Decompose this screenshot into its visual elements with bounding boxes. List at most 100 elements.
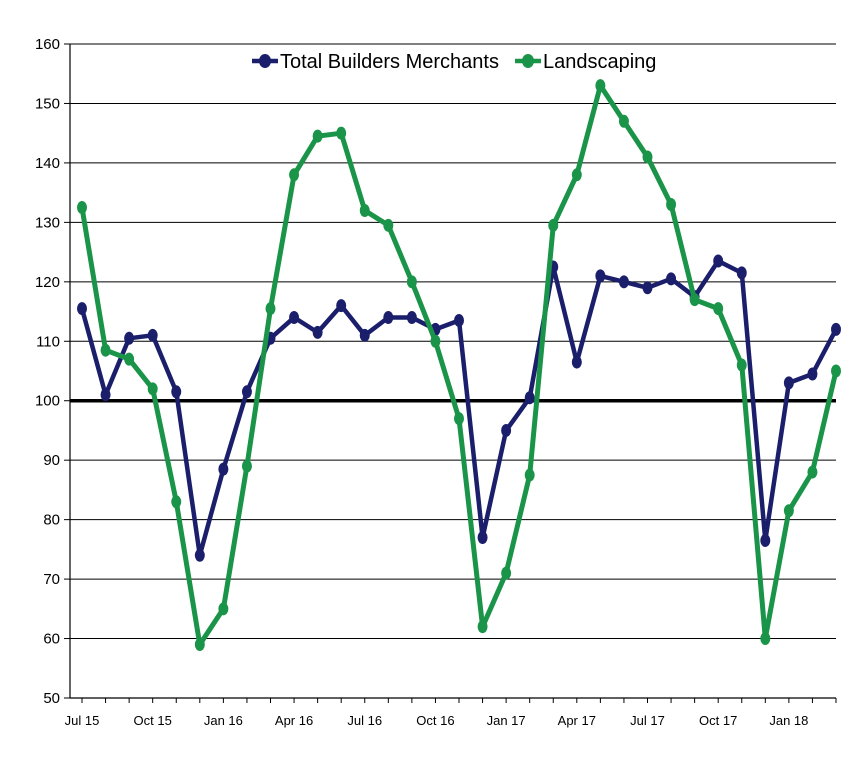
y-tick-label: 90 (43, 452, 60, 469)
x-tick-label: Apr 16 (275, 713, 313, 728)
data-point (642, 281, 653, 295)
legend-swatch-marker (259, 54, 271, 68)
data-point (477, 530, 488, 544)
data-point (666, 198, 677, 212)
data-point (831, 364, 841, 378)
data-point (289, 168, 300, 182)
data-point (642, 150, 653, 164)
x-tick-label: Oct 17 (699, 713, 737, 728)
data-point (359, 203, 370, 217)
x-tick-label: Jul 17 (630, 713, 665, 728)
x-tick-label: Jan 17 (487, 713, 526, 728)
data-point (689, 293, 700, 307)
legend-label: Total Builders Merchants (280, 51, 499, 73)
gridlines (70, 43, 836, 699)
data-point (218, 602, 229, 616)
data-point (571, 168, 582, 182)
y-tick-label: 80 (43, 512, 60, 529)
x-tick-label: Jan 16 (204, 713, 243, 728)
data-point (524, 468, 535, 482)
data-point (265, 302, 276, 316)
x-tick-label: Oct 15 (134, 713, 172, 728)
data-point (147, 328, 158, 342)
legend-label: Landscaping (543, 51, 656, 73)
data-point (760, 632, 771, 646)
data-point (666, 272, 677, 286)
data-point (406, 310, 417, 324)
data-point (618, 114, 629, 128)
data-point (77, 302, 87, 316)
data-point (171, 495, 182, 509)
data-point (383, 310, 394, 324)
data-point (571, 355, 582, 369)
x-tick-label: Oct 16 (416, 713, 454, 728)
y-tick-label: 70 (43, 571, 60, 588)
data-point (147, 382, 158, 396)
x-tick-label: Apr 17 (558, 713, 596, 728)
data-point (100, 343, 111, 357)
data-point (501, 566, 512, 580)
data-point (218, 462, 229, 476)
data-point (454, 313, 464, 327)
data-point (713, 254, 724, 268)
data-point (807, 367, 818, 381)
data-point (736, 266, 747, 280)
data-point (312, 325, 323, 339)
data-point (595, 269, 606, 283)
data-point (336, 126, 347, 140)
data-point (289, 310, 300, 324)
data-point (783, 376, 794, 390)
data-point (783, 504, 794, 518)
x-tick-label: Jan 18 (769, 713, 808, 728)
data-point (100, 388, 111, 402)
y-tick-label: 140 (35, 155, 60, 172)
data-point (359, 328, 370, 342)
series-landscaping (77, 79, 841, 651)
data-point (736, 358, 747, 372)
legend-item: Landscaping (515, 51, 656, 73)
legend-item: Total Builders Merchants (252, 51, 499, 73)
data-point (124, 331, 135, 345)
series-total-builders-merchants (77, 254, 841, 562)
data-point (548, 218, 559, 232)
data-point (831, 322, 841, 336)
series-line (79, 83, 839, 647)
data-point (194, 637, 205, 651)
y-tick-label: 100 (35, 393, 60, 410)
y-tick-label: 150 (35, 95, 60, 112)
y-tick-label: 50 (43, 690, 60, 707)
data-point (477, 620, 488, 634)
data-point (713, 302, 724, 316)
data-point (336, 299, 347, 313)
series-group (77, 79, 841, 651)
y-tick-label: 110 (36, 333, 60, 350)
data-point (241, 459, 252, 473)
y-tick-label: 60 (43, 631, 60, 648)
data-point (171, 385, 182, 399)
data-point (241, 385, 252, 399)
data-point (595, 79, 606, 93)
data-point (618, 275, 629, 289)
data-point (760, 533, 771, 547)
data-point (383, 218, 394, 232)
y-tick-label: 120 (35, 274, 60, 291)
x-axis: Jul 15 Oct 15 Jan 16 Apr 16 Jul 16 Oct 16 Jan … (65, 697, 837, 728)
y-tick-label: 160 (35, 36, 60, 53)
data-point (524, 391, 535, 405)
data-point (406, 275, 417, 289)
data-point (454, 412, 464, 426)
legend-swatch-marker (522, 54, 534, 68)
y-tick-label: 130 (35, 214, 60, 231)
data-point (430, 334, 441, 348)
data-point (124, 352, 135, 366)
data-point (501, 423, 512, 437)
x-tick-label: Jul 15 (65, 713, 100, 728)
data-point (312, 129, 323, 143)
x-tick-label: Jul 16 (347, 713, 382, 728)
legend: Total Builders Merchants Landscaping (252, 51, 656, 73)
data-point (77, 201, 87, 214)
data-point (807, 465, 818, 479)
y-axis: 50 60 70 80 90 100 110 120 130 140 150 160 (35, 36, 71, 707)
series-line (79, 258, 838, 558)
